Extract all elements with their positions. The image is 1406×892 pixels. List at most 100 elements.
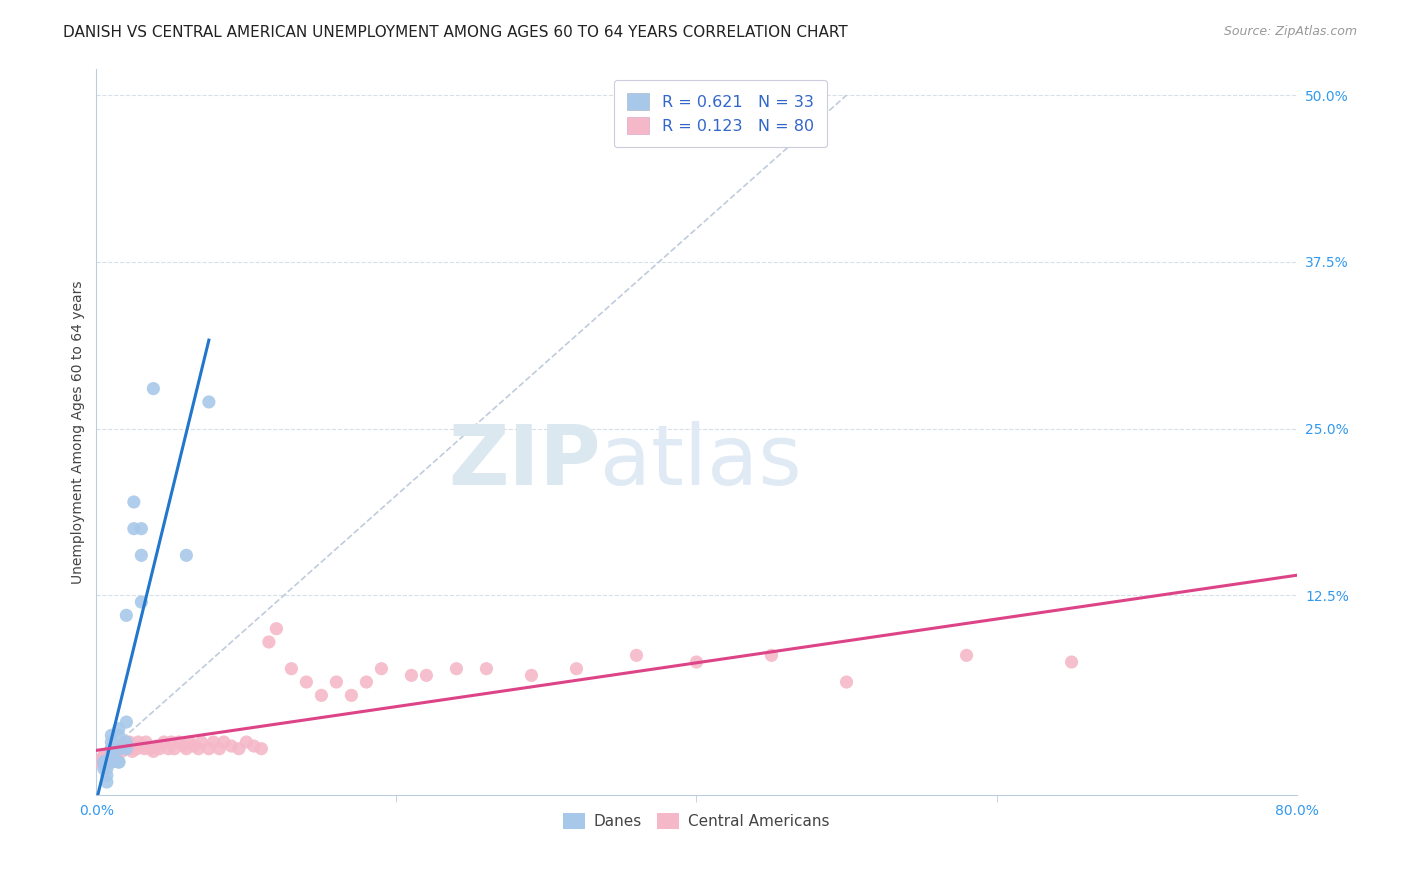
Point (101, 748, 124, 763)
Point (98, 748, 121, 763)
Point (142, 744, 165, 758)
Point (96, 755, 118, 769)
Point (202, 735, 225, 749)
Point (112, 741, 135, 756)
Point (212, 735, 235, 749)
Point (115, 714, 138, 729)
Point (1060, 655, 1083, 669)
Point (122, 739, 145, 753)
Point (91, 755, 114, 769)
Text: DANISH VS CENTRAL AMERICAN UNEMPLOYMENT AMONG AGES 60 TO 64 YEARS CORRELATION CH: DANISH VS CENTRAL AMERICAN UNEMPLOYMENT … (63, 25, 848, 40)
Point (93, 755, 115, 769)
Point (356, 675, 378, 690)
Point (100, 755, 122, 769)
Point (250, 741, 273, 756)
Point (955, 648, 977, 663)
Point (105, 744, 128, 758)
Point (108, 755, 131, 769)
Point (208, 741, 231, 756)
Point (100, 741, 122, 756)
Point (198, 741, 221, 756)
Point (100, 748, 122, 763)
Point (89, 755, 111, 769)
Point (115, 735, 138, 749)
Point (139, 741, 162, 756)
Point (157, 741, 180, 756)
Point (115, 741, 138, 756)
Point (100, 735, 122, 749)
Point (93, 762, 115, 776)
Point (131, 739, 153, 753)
Point (190, 735, 212, 749)
Point (446, 662, 468, 676)
Point (108, 755, 131, 769)
Point (94, 755, 117, 769)
Point (257, 635, 280, 649)
Point (179, 735, 201, 749)
Point (93, 755, 115, 769)
Point (626, 648, 648, 663)
Point (280, 662, 302, 676)
Point (235, 735, 257, 749)
Point (340, 689, 363, 703)
Point (415, 668, 437, 682)
Text: atlas: atlas (600, 420, 803, 501)
Point (266, 622, 288, 636)
Text: Source: ZipAtlas.com: Source: ZipAtlas.com (1223, 25, 1357, 38)
Point (103, 741, 125, 756)
Point (187, 741, 209, 756)
Point (148, 741, 170, 756)
Point (100, 748, 122, 763)
Point (370, 662, 392, 676)
Point (183, 739, 205, 753)
Point (685, 655, 707, 669)
Point (198, 395, 221, 409)
Point (100, 741, 122, 756)
Point (108, 728, 131, 742)
Point (221, 739, 243, 753)
Point (98, 755, 121, 769)
Point (96, 748, 118, 763)
Point (131, 522, 153, 536)
Point (565, 662, 588, 676)
Point (118, 735, 141, 749)
Point (100, 755, 122, 769)
Point (167, 735, 190, 749)
Point (100, 741, 122, 756)
Legend: Danes, Central Americans: Danes, Central Americans (557, 806, 835, 835)
Point (127, 735, 149, 749)
Point (160, 735, 183, 749)
Point (311, 689, 333, 703)
Point (131, 595, 153, 609)
Point (96, 775, 118, 789)
Point (153, 735, 176, 749)
Point (108, 722, 131, 736)
Point (115, 741, 138, 756)
Point (91, 751, 114, 765)
Point (176, 549, 198, 563)
Point (401, 668, 423, 682)
Point (122, 495, 145, 509)
Point (110, 739, 132, 753)
Point (131, 549, 153, 563)
Point (96, 768, 118, 782)
Point (101, 744, 124, 758)
Point (111, 744, 134, 758)
Point (93, 755, 115, 769)
Point (121, 744, 143, 758)
Point (142, 382, 165, 396)
Point (108, 741, 131, 756)
Point (122, 522, 145, 536)
Point (93, 748, 115, 763)
Point (108, 741, 131, 756)
Point (114, 735, 136, 749)
Point (761, 648, 783, 663)
Point (96, 762, 118, 776)
Point (96, 755, 118, 769)
Point (475, 662, 498, 676)
Point (243, 739, 266, 753)
Point (163, 741, 186, 756)
Point (135, 735, 157, 749)
Point (104, 748, 127, 763)
Point (120, 741, 142, 756)
